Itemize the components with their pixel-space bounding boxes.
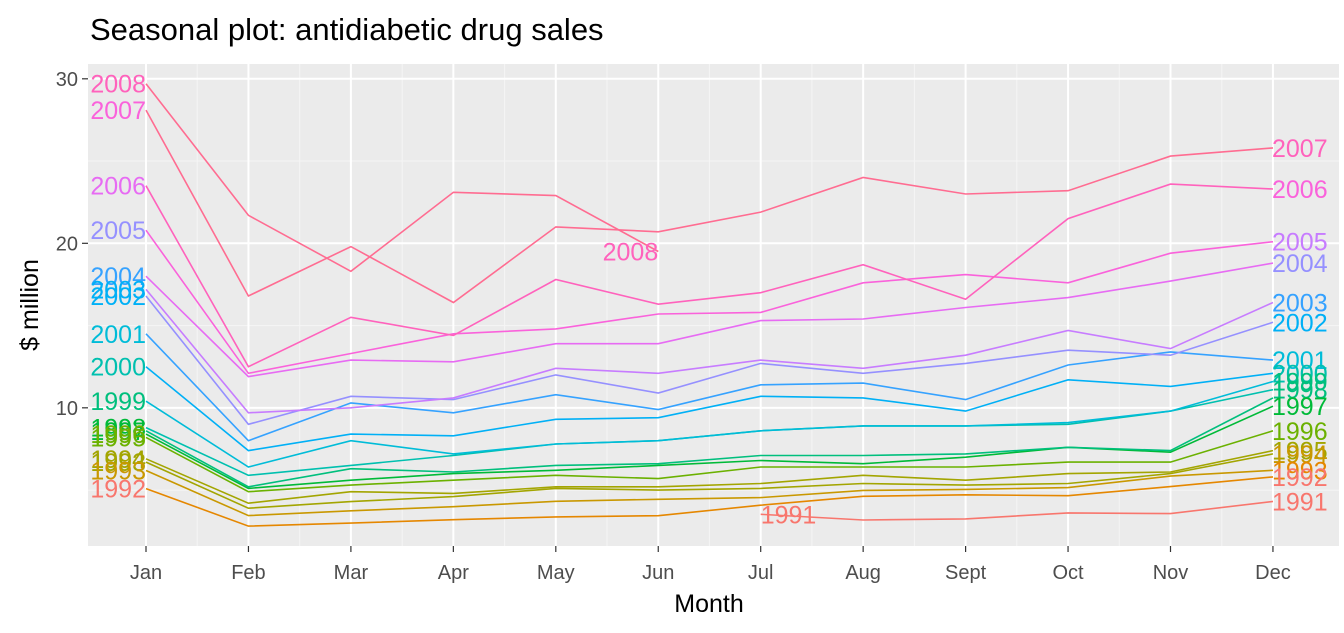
start-label-1993: 1993 xyxy=(90,449,146,477)
axes: Jan Feb Mar Apr May Jun Jul Aug Sept Oct Nov Dec 10 2… xyxy=(56,69,1291,584)
series-line-1998 xyxy=(145,397,1274,488)
start-label-1993: 1993 xyxy=(90,457,146,485)
series-line-1993 xyxy=(145,469,1274,517)
y-axis-title: $ million xyxy=(16,259,44,351)
x-tick-label-Nov: Nov xyxy=(1153,562,1189,584)
series-line-2006 xyxy=(145,229,1274,375)
series-line-1996 xyxy=(145,430,1274,493)
end-label-1995: 1995 xyxy=(1272,438,1328,466)
end-label-2000: 2000 xyxy=(1272,360,1328,388)
x-tick-label-Oct: Oct xyxy=(1052,562,1084,584)
start-label-2001: 2001 xyxy=(90,321,146,349)
end-label-2007: 2007 xyxy=(1272,135,1328,163)
series-line-1992 xyxy=(145,476,1274,527)
series-labels: 2008200720062005200420032002200120001999… xyxy=(90,71,1327,530)
start-label-2000: 2000 xyxy=(90,354,146,382)
start-label-2005: 2005 xyxy=(90,217,146,245)
x-tick-label-Apr: Apr xyxy=(438,562,469,584)
end-label-1996: 1996 xyxy=(1272,418,1328,446)
start-label-1994: 1994 xyxy=(90,446,146,474)
x-tick-label-Sept: Sept xyxy=(945,562,987,584)
inline-label-2008: 2008 xyxy=(603,239,659,267)
start-label-1999: 1999 xyxy=(90,388,146,416)
start-label-1996: 1996 xyxy=(90,421,146,449)
x-tick-label-Feb: Feb xyxy=(231,562,265,584)
series-line-2000 xyxy=(145,380,1274,468)
series-line-2003 xyxy=(145,295,1274,426)
series-line-1995 xyxy=(145,449,1274,505)
start-label-2008: 2008 xyxy=(90,71,146,99)
series-line-2008 xyxy=(145,109,1274,304)
x-tick-label-Dec: Dec xyxy=(1255,562,1291,584)
series-line-2007 xyxy=(145,183,1274,368)
end-label-1994: 1994 xyxy=(1272,441,1328,469)
end-label-1998: 1998 xyxy=(1272,377,1328,405)
series-line-2001 xyxy=(145,366,1274,452)
end-label-2001: 2001 xyxy=(1272,347,1328,375)
start-label-2006: 2006 xyxy=(90,173,146,201)
inline-label-1991: 1991 xyxy=(761,502,817,530)
start-label-1995: 1995 xyxy=(90,424,146,452)
y-tick-label-20: 20 xyxy=(56,233,78,255)
start-label-2003: 2003 xyxy=(90,276,146,304)
end-label-2003: 2003 xyxy=(1272,290,1328,318)
y-tick-label-10: 10 xyxy=(56,398,78,420)
end-label-2002: 2002 xyxy=(1272,309,1328,337)
x-axis-title: Month xyxy=(674,590,743,618)
series-lines xyxy=(145,83,1274,527)
x-tick-label-Jan: Jan xyxy=(130,562,162,584)
x-tick-label-Jul: Jul xyxy=(748,562,774,584)
start-label-2007: 2007 xyxy=(90,97,146,125)
x-tick-label-Jun: Jun xyxy=(642,562,674,584)
start-label-1998: 1998 xyxy=(90,415,146,443)
chart-title: Seasonal plot: antidiabetic drug sales xyxy=(90,12,604,47)
plot-panel xyxy=(88,64,1339,546)
y-tick-label-30: 30 xyxy=(56,69,78,91)
x-tick-label-Mar: Mar xyxy=(334,562,369,584)
x-tick-label-Aug: Aug xyxy=(845,562,881,584)
end-label-2005: 2005 xyxy=(1272,229,1328,257)
end-label-1999: 1999 xyxy=(1272,368,1328,396)
end-label-2006: 2006 xyxy=(1272,176,1328,204)
start-label-2002: 2002 xyxy=(90,283,146,311)
x-tick-label-May: May xyxy=(537,562,575,584)
start-label-1992: 1992 xyxy=(90,475,146,503)
end-label-2004: 2004 xyxy=(1272,250,1328,278)
series-line-2008b xyxy=(145,83,659,273)
end-label-1992: 1992 xyxy=(1272,464,1328,492)
series-line-1991 xyxy=(760,500,1274,521)
series-line-2005 xyxy=(145,262,1274,378)
end-label-1993: 1993 xyxy=(1272,457,1328,485)
series-line-1994 xyxy=(145,453,1274,510)
start-label-2004: 2004 xyxy=(90,263,146,291)
end-label-1997: 1997 xyxy=(1272,393,1328,421)
start-label-1997: 1997 xyxy=(90,418,146,446)
end-label-1991: 1991 xyxy=(1272,489,1328,517)
series-line-2004 xyxy=(145,288,1274,414)
